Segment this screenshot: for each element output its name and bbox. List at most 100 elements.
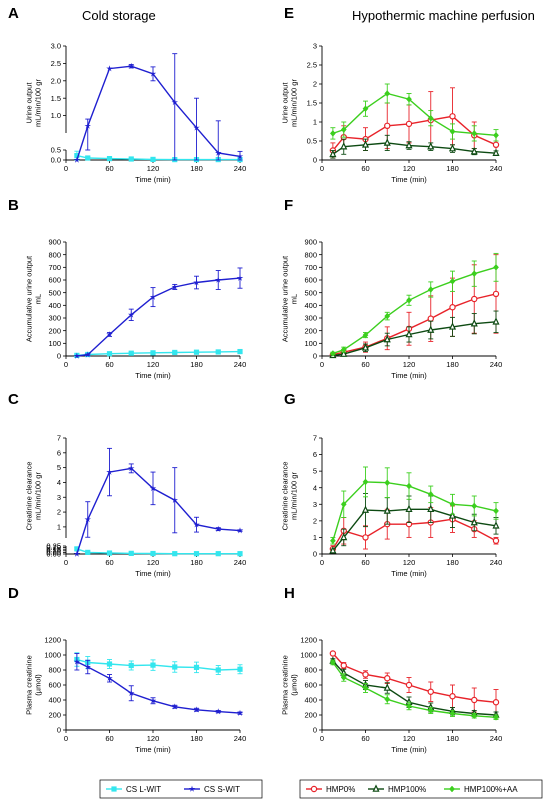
data-point xyxy=(128,156,134,162)
series-hmp100aa xyxy=(329,659,499,721)
legend-marker xyxy=(372,784,380,792)
data-point xyxy=(448,511,457,519)
series-line xyxy=(332,481,497,541)
x-axis-label: Time (min) xyxy=(135,175,171,184)
y-tick-label: 800 xyxy=(304,250,317,259)
y-axis-label: Accumulative urine outputmL xyxy=(25,255,43,342)
y-tick-label: 1000 xyxy=(44,651,61,660)
data-point xyxy=(149,293,157,300)
y-tick-label: 3 xyxy=(57,493,61,502)
data-point xyxy=(73,550,81,557)
series-cs_lwit xyxy=(74,546,243,557)
x-axis-label: Time (min) xyxy=(135,371,171,380)
x-axis-label: Time (min) xyxy=(391,371,427,380)
data-point xyxy=(405,681,413,689)
y-tick-label: 200 xyxy=(48,326,61,335)
data-point xyxy=(193,521,200,528)
data-point xyxy=(493,263,499,271)
series-hmp100 xyxy=(329,493,500,554)
data-point xyxy=(406,95,412,103)
series-line xyxy=(76,65,241,161)
data-point xyxy=(171,496,178,503)
data-point xyxy=(405,504,413,513)
data-point xyxy=(492,699,500,706)
data-point xyxy=(362,534,369,541)
data-point xyxy=(150,550,156,557)
y-tick-label: 500 xyxy=(304,288,317,297)
y-tick-label: 1000 xyxy=(300,651,317,660)
data-point xyxy=(340,674,347,681)
series-hmp0 xyxy=(329,650,500,716)
y-tick-label: 400 xyxy=(48,301,61,310)
data-point xyxy=(106,331,113,338)
x-tick-label: 180 xyxy=(190,558,203,567)
panel-letter: H xyxy=(284,585,295,602)
data-point xyxy=(361,505,370,513)
y-axis-label: Urine outputmL/min/100 gr xyxy=(281,79,299,127)
x-tick-label: 240 xyxy=(490,164,503,173)
legend-label: CS L-WIT xyxy=(126,785,161,794)
x-tick-label: 60 xyxy=(105,734,113,743)
y-axis-label: Creatinine clearancemL/min/100 gr xyxy=(25,462,43,531)
y-tick-label: 0.05 xyxy=(46,548,61,557)
x-tick-label: 180 xyxy=(190,164,203,173)
y-tick-label: 800 xyxy=(48,666,61,675)
data-point xyxy=(215,525,222,532)
series-line xyxy=(76,548,240,555)
data-point xyxy=(128,311,135,318)
data-point xyxy=(171,283,178,290)
data-point xyxy=(471,295,478,303)
panel-f: F 0 60 120 180 240 Time (min) 0 100 200 300 400 500 6… xyxy=(281,197,503,380)
x-tick-label: 120 xyxy=(403,360,416,369)
series-hmp100aa xyxy=(329,252,499,357)
data-point xyxy=(329,546,337,554)
data-point xyxy=(150,156,156,162)
data-point xyxy=(329,659,336,666)
data-point xyxy=(340,532,348,541)
data-point xyxy=(73,658,81,665)
series-cs_swit xyxy=(73,267,244,359)
data-point xyxy=(362,105,369,113)
data-point xyxy=(149,70,157,77)
series-line xyxy=(332,266,497,355)
data-point xyxy=(492,148,500,156)
y-tick-label: 7 xyxy=(313,434,317,443)
data-point xyxy=(236,153,244,160)
data-point xyxy=(340,349,348,357)
data-point xyxy=(384,312,391,320)
x-tick-label: 120 xyxy=(403,734,416,743)
panel-a: A 0 60 120 180 240 Time (min) 0.00.5 1.0 1.5 2.0 2.… xyxy=(8,5,246,184)
panel-b: B 0 60 120 180 240 Time (min) 0 100 200 300 400 500 6… xyxy=(8,197,246,380)
x-axis-label: Time (min) xyxy=(391,175,427,184)
y-tick-label: 1 xyxy=(57,522,61,531)
data-point xyxy=(427,490,434,498)
data-point xyxy=(427,688,434,695)
x-tick-label: 60 xyxy=(361,558,369,567)
y-tick-label: 0 xyxy=(57,726,61,735)
data-point xyxy=(215,349,221,355)
data-point xyxy=(427,707,434,714)
y-tick-label: 900 xyxy=(48,238,61,247)
y-tick-label: 3.0 xyxy=(51,42,61,51)
x-tick-label: 120 xyxy=(147,558,160,567)
data-point xyxy=(128,662,134,669)
data-point xyxy=(73,156,81,163)
data-point xyxy=(427,114,434,122)
y-axis-label: Plasma creatinine(µmol) xyxy=(25,655,43,715)
panel-letter: B xyxy=(8,197,19,214)
data-point xyxy=(471,270,478,278)
y-tick-label: 300 xyxy=(48,314,61,323)
y-tick-label: 600 xyxy=(48,276,61,285)
data-point xyxy=(149,697,157,704)
data-point xyxy=(84,516,91,523)
panel-letter: F xyxy=(284,197,293,214)
y-tick-label: 1.0 xyxy=(51,111,61,120)
y-tick-label: 0.15 xyxy=(46,545,61,554)
data-point xyxy=(427,286,434,293)
data-point xyxy=(128,62,135,69)
y-tick-label: 600 xyxy=(304,681,317,690)
y-tick-label: 2 xyxy=(57,508,61,517)
x-tick-label: 240 xyxy=(234,734,247,743)
data-point xyxy=(406,702,412,710)
y-tick-label: 2.0 xyxy=(51,76,61,85)
